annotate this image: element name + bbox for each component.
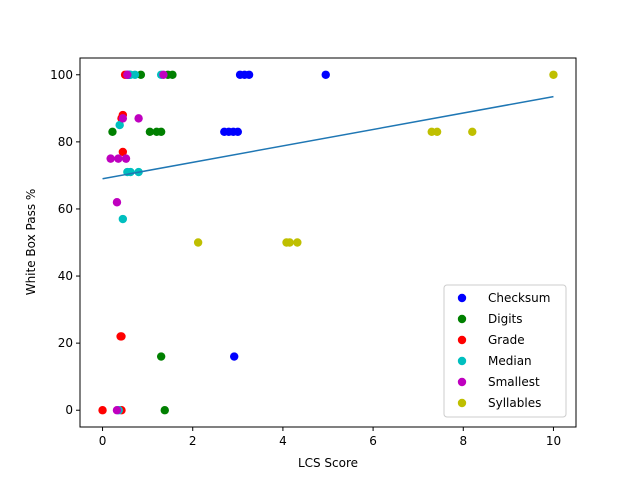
legend-marker bbox=[457, 356, 467, 366]
y-tick-label: 60 bbox=[58, 202, 73, 216]
legend-label: Digits bbox=[488, 312, 522, 326]
data-point bbox=[468, 127, 477, 136]
data-point bbox=[549, 70, 558, 79]
y-tick-label: 20 bbox=[58, 336, 73, 350]
legend-label: Checksum bbox=[488, 291, 550, 305]
data-point bbox=[168, 70, 177, 79]
series-digits bbox=[108, 70, 177, 415]
x-tick-label: 0 bbox=[99, 434, 107, 448]
series-syllables bbox=[193, 70, 558, 247]
legend-label: Syllables bbox=[488, 396, 541, 410]
data-point bbox=[106, 154, 115, 163]
legend-marker bbox=[457, 398, 467, 408]
data-point bbox=[118, 214, 128, 224]
data-point bbox=[156, 127, 166, 136]
data-point bbox=[134, 114, 143, 123]
x-tick-label: 10 bbox=[546, 434, 561, 448]
x-tick-label: 2 bbox=[189, 434, 197, 448]
legend-marker bbox=[457, 314, 467, 324]
x-tick-label: 8 bbox=[459, 434, 467, 448]
legend-label: Smallest bbox=[488, 375, 540, 389]
data-point bbox=[321, 70, 330, 79]
data-point bbox=[285, 238, 294, 247]
y-axis-title: White Box Pass % bbox=[24, 189, 38, 296]
data-point bbox=[112, 406, 122, 415]
data-point bbox=[126, 167, 135, 177]
legend-label: Grade bbox=[488, 333, 525, 347]
data-point bbox=[233, 127, 243, 136]
data-point bbox=[108, 127, 117, 136]
legend: Checksum Digits Grade Median Smallest Syllabl… bbox=[443, 284, 567, 418]
data-point bbox=[244, 70, 254, 79]
plot-area bbox=[98, 70, 558, 415]
data-point bbox=[116, 332, 125, 341]
legend-marker bbox=[457, 293, 467, 303]
data-point bbox=[98, 406, 107, 415]
data-point bbox=[121, 154, 131, 163]
data-point bbox=[130, 70, 140, 79]
data-point bbox=[115, 120, 124, 130]
data-point bbox=[112, 198, 122, 207]
legend-marker bbox=[457, 377, 467, 387]
legend-box bbox=[443, 284, 567, 418]
trend-line bbox=[102, 95, 554, 180]
data-point bbox=[114, 154, 123, 163]
legend-marker bbox=[457, 335, 467, 345]
data-point bbox=[160, 406, 169, 415]
data-point bbox=[123, 70, 132, 79]
x-tick-label: 4 bbox=[279, 434, 287, 448]
data-point bbox=[159, 70, 168, 79]
y-tick-label: 80 bbox=[58, 135, 73, 149]
x-axis-title: LCS Score bbox=[298, 456, 358, 470]
y-tick-label: 100 bbox=[50, 68, 73, 82]
legend-label: Median bbox=[488, 354, 532, 368]
series-smallest bbox=[106, 70, 168, 415]
data-point bbox=[118, 147, 128, 157]
data-point bbox=[136, 70, 146, 79]
data-point bbox=[230, 352, 239, 361]
data-point bbox=[118, 114, 128, 123]
data-point bbox=[193, 238, 203, 247]
y-tick-label: 0 bbox=[65, 403, 73, 417]
data-point bbox=[432, 127, 442, 136]
x-tick-label: 6 bbox=[369, 434, 377, 448]
data-point bbox=[156, 352, 166, 361]
y-tick-label: 40 bbox=[58, 269, 73, 283]
axes-frame bbox=[79, 57, 577, 428]
data-point bbox=[145, 127, 155, 136]
data-point bbox=[293, 238, 302, 247]
